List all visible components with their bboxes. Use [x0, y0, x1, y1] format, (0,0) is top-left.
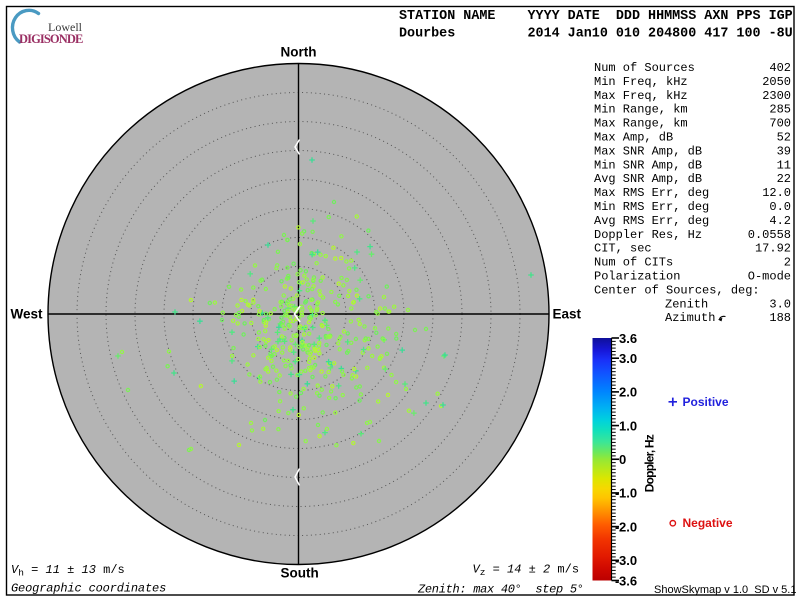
svg-text:3.0: 3.0 [769, 297, 791, 311]
svg-text:Num of Sources: Num of Sources [594, 61, 695, 75]
svg-text:2014 Jan10 010 204800 417 100: 2014 Jan10 010 204800 417 100 -8U [528, 27, 793, 42]
svg-text:DIGISONDE: DIGISONDE [19, 32, 83, 46]
svg-text:Doppler Res, Hz: Doppler Res, Hz [594, 228, 702, 242]
svg-text:17.92: 17.92 [755, 242, 791, 256]
svg-text:South: South [281, 566, 319, 581]
svg-text:-: - [615, 553, 619, 568]
svg-text:Vh = 11 ± 13 m/s: Vh = 11 ± 13 m/s [11, 563, 125, 579]
svg-text:3.0: 3.0 [619, 351, 637, 366]
svg-text:North: North [281, 45, 317, 60]
svg-text:2.0: 2.0 [619, 385, 637, 400]
svg-text:188: 188 [769, 311, 791, 325]
svg-text:Zenith: max 40° step 5°: Zenith: max 40° step 5° [417, 582, 584, 596]
svg-text:ShowSkymap v 1.0 SD v 5.1: ShowSkymap v 1.0 SD v 5.1 [654, 584, 796, 596]
svg-text:1.0: 1.0 [619, 486, 637, 501]
svg-text:1.0: 1.0 [619, 418, 637, 433]
svg-text:52: 52 [777, 131, 791, 145]
svg-text:Geographic coordinates: Geographic coordinates [11, 582, 166, 596]
svg-text:3.6: 3.6 [619, 331, 637, 346]
svg-text:Positive: Positive [683, 395, 729, 409]
svg-text:Doppler, Hz: Doppler, Hz [643, 434, 657, 492]
svg-text:0: 0 [619, 452, 626, 467]
svg-text:Vz = 14 ± 2 m/s: Vz = 14 ± 2 m/s [473, 563, 580, 579]
svg-text:2.0: 2.0 [619, 519, 637, 534]
svg-text:Avg SNR Amp, dB: Avg SNR Amp, dB [594, 172, 702, 186]
svg-text:12.0: 12.0 [762, 186, 791, 200]
svg-text:0.0: 0.0 [769, 200, 791, 214]
svg-text:39: 39 [777, 144, 791, 158]
svg-text:East: East [553, 307, 582, 322]
svg-text:2300: 2300 [762, 89, 791, 103]
svg-text:Min Freq, kHz: Min Freq, kHz [594, 75, 688, 89]
svg-text:-: - [615, 519, 619, 534]
svg-text:285: 285 [769, 103, 791, 117]
svg-text:700: 700 [769, 117, 791, 131]
svg-text:Negative: Negative [683, 516, 733, 530]
svg-text:4.2: 4.2 [769, 214, 791, 228]
svg-text:3.6: 3.6 [619, 573, 637, 588]
svg-text:Polarization: Polarization [594, 270, 680, 284]
svg-text:2050: 2050 [762, 75, 791, 89]
svg-text:Center of Sources, deg:: Center of Sources, deg: [594, 283, 760, 297]
svg-text:3.0: 3.0 [619, 553, 637, 568]
svg-text:CIT, sec: CIT, sec [594, 242, 652, 256]
svg-text:Max Range, km: Max Range, km [594, 117, 688, 131]
svg-text:Max Amp, dB: Max Amp, dB [594, 131, 673, 145]
svg-text:West: West [11, 307, 44, 322]
svg-text:O-mode: O-mode [748, 270, 791, 284]
svg-text:Lowell: Lowell [48, 20, 83, 34]
svg-text:2: 2 [784, 256, 791, 270]
svg-text:Min Range, km: Min Range, km [594, 103, 688, 117]
svg-text:Azimuth: Azimuth [665, 311, 715, 325]
svg-text:-: - [615, 573, 619, 588]
svg-text:Min RMS Err, deg: Min RMS Err, deg [594, 200, 709, 214]
svg-text:11: 11 [777, 158, 791, 172]
svg-text:Dourbes: Dourbes [399, 27, 455, 42]
svg-text:22: 22 [777, 172, 791, 186]
svg-text:Max SNR Amp, dB: Max SNR Amp, dB [594, 144, 702, 158]
svg-text:Max Freq, kHz: Max Freq, kHz [594, 89, 688, 103]
svg-text:STATION NAME: STATION NAME [399, 9, 495, 24]
svg-text:Num of CITs: Num of CITs [594, 256, 673, 270]
svg-text:Max RMS Err, deg: Max RMS Err, deg [594, 186, 709, 200]
svg-text:-: - [615, 486, 619, 501]
svg-text:0.0558: 0.0558 [748, 228, 791, 242]
svg-text:Zenith: Zenith [665, 297, 708, 311]
svg-text:402: 402 [769, 61, 791, 75]
svg-text:YYYY DATE DDD HHMMSS AXN PPS: YYYY DATE DDD HHMMSS AXN PPS IGP [528, 9, 793, 24]
svg-text:Avg RMS Err, deg: Avg RMS Err, deg [594, 214, 709, 228]
svg-text:Min SNR Amp, dB: Min SNR Amp, dB [594, 158, 702, 172]
